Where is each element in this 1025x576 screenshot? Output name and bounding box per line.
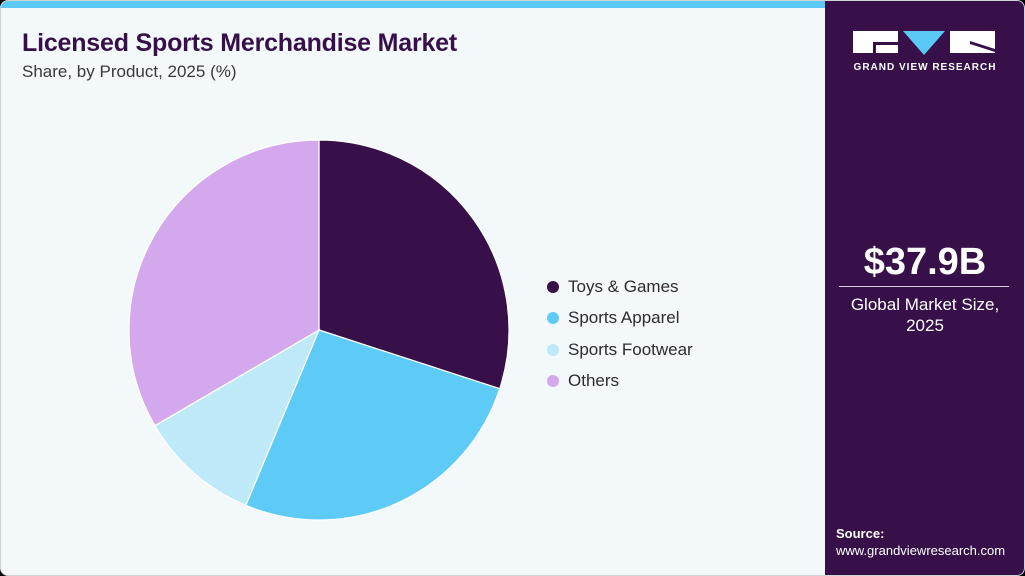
pie-slice-sports-apparel — [244, 329, 501, 521]
market-size-label-line1: Global Market Size, — [850, 295, 1000, 314]
gvr-logo-icon — [853, 31, 995, 55]
pie-slice-others — [128, 139, 320, 427]
market-size-label: Global Market Size, 2025 — [825, 294, 1024, 336]
legend-item: Sports Apparel — [547, 303, 693, 335]
chart-subtitle: Share, by Product, 2025 (%) — [22, 62, 237, 81]
legend-item: Toys & Games — [547, 271, 693, 303]
legend-dot-icon — [547, 343, 559, 356]
legend-label: Others — [568, 371, 620, 391]
legend-item: Sports Footwear — [547, 334, 693, 366]
pie-slice-sports-footwear — [154, 328, 321, 507]
market-size-value: $37.9B — [863, 241, 987, 283]
legend-dot-icon — [547, 312, 559, 325]
market-size-label-line2: 2025 — [906, 316, 944, 335]
legend-dot-icon — [547, 375, 559, 388]
divider — [839, 286, 1009, 287]
side-panel: GRAND VIEW RESEARCH $37.9B Global Market… — [825, 1, 1024, 575]
chart-title: Licensed Sports Merchandise Market — [22, 29, 458, 57]
pie-chart — [128, 139, 510, 521]
legend-item: Others — [547, 366, 693, 398]
accent-bar — [1, 1, 825, 8]
source-label: Source: — [836, 526, 885, 541]
legend-label: Sports Apparel — [568, 308, 680, 328]
source-link[interactable]: www.grandviewresearch.com — [836, 543, 1006, 558]
legend-label: Toys & Games — [568, 276, 679, 296]
legend-dot-icon — [547, 280, 559, 293]
legend-label: Sports Footwear — [568, 339, 693, 359]
legend: Toys & Games Sports Apparel Sports Footwea… — [547, 271, 693, 397]
pie-slice-toys-games — [318, 139, 510, 390]
brand-name: GRAND VIEW RESEARCH — [853, 62, 997, 73]
